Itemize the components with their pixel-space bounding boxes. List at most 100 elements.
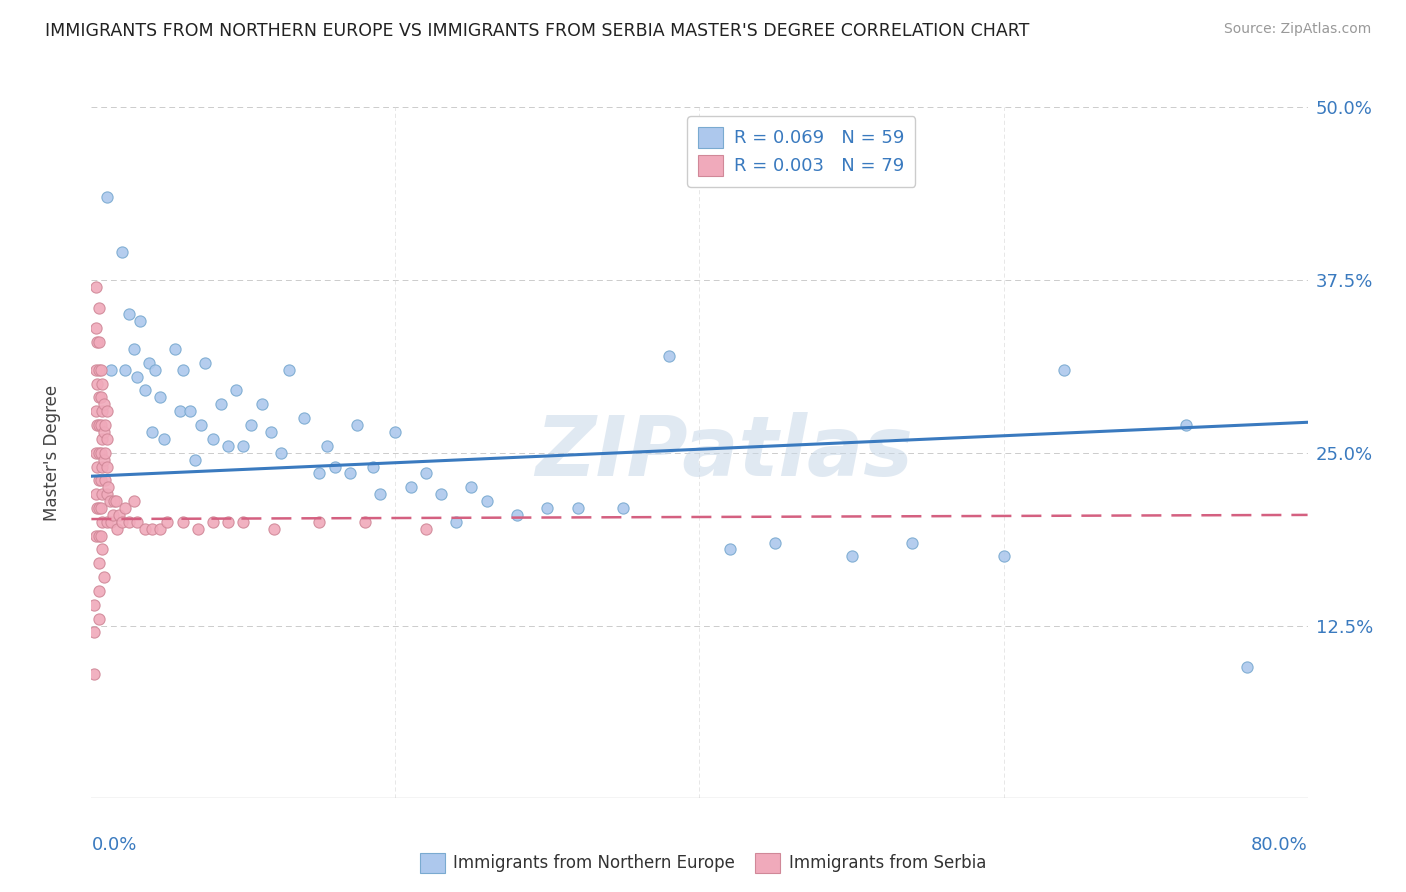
Point [187,522,209,536]
Point [612,501,634,516]
Point [84,528,107,542]
Point [87,528,110,542]
Point [87,362,110,376]
Point [194,356,217,370]
Point [89,473,111,487]
Point [87,612,110,626]
Point [86,417,108,432]
Text: 0.0%: 0.0% [91,837,136,855]
Point [100,362,122,376]
Point [111,515,134,529]
Point [184,452,207,467]
Point [506,508,529,522]
Point [172,515,194,529]
Point [901,535,924,549]
Point [346,417,368,432]
Point [141,522,163,536]
Point [270,445,292,460]
Point [83,667,105,681]
Point [86,376,108,391]
Point [122,494,145,508]
Point [104,494,127,508]
Text: ZIPatlas: ZIPatlas [534,412,912,493]
Point [444,515,467,529]
Point [93,570,115,584]
Point [209,397,232,411]
Point [765,535,787,549]
Point [122,342,145,356]
Point [263,522,285,536]
Point [308,467,330,481]
Point [83,598,105,612]
Point [96,487,118,501]
Point [91,432,114,446]
Point [536,501,558,516]
Point [118,515,141,529]
Point [217,439,239,453]
Point [91,459,114,474]
Point [841,549,863,564]
Point [149,391,172,405]
Point [96,515,118,529]
Point [316,439,339,453]
Point [141,425,163,439]
Point [232,515,254,529]
Point [93,452,115,467]
Point [134,522,156,536]
Text: Source: ZipAtlas.com: Source: ZipAtlas.com [1223,22,1371,37]
Point [86,459,108,474]
Point [93,425,115,439]
Point [202,432,225,446]
Point [323,459,346,474]
Point [156,515,179,529]
Point [87,501,110,516]
Point [143,362,166,376]
Point [111,245,134,260]
Point [163,342,186,356]
Point [96,459,118,474]
Point [114,362,136,376]
Point [118,307,141,321]
Point [84,362,107,376]
Point [308,515,330,529]
Point [368,487,391,501]
Point [87,445,110,460]
Point [83,625,105,640]
Point [460,480,482,494]
Point [260,425,283,439]
Text: 80.0%: 80.0% [1251,837,1308,855]
Point [1174,417,1197,432]
Point [354,515,377,529]
Point [399,480,422,494]
Point [415,522,437,536]
Point [101,508,124,522]
Point [91,542,114,557]
Point [94,445,117,460]
Point [240,417,263,432]
Point [225,384,247,398]
Point [339,467,361,481]
Point [96,404,118,418]
Point [475,494,498,508]
Point [134,384,156,398]
Point [97,480,120,494]
Point [202,515,225,529]
Point [292,411,315,425]
Point [384,425,406,439]
Point [232,439,254,453]
Point [125,369,148,384]
Point [98,494,121,508]
Point [84,321,107,335]
Point [91,376,114,391]
Point [87,391,110,405]
Point [91,487,114,501]
Point [94,473,117,487]
Point [658,349,681,363]
Point [84,445,107,460]
Text: Master's Degree: Master's Degree [44,384,60,521]
Point [87,301,110,315]
Point [217,515,239,529]
Point [190,417,212,432]
Legend: Immigrants from Northern Europe, Immigrants from Serbia: Immigrants from Northern Europe, Immigra… [413,847,993,880]
Point [89,391,111,405]
